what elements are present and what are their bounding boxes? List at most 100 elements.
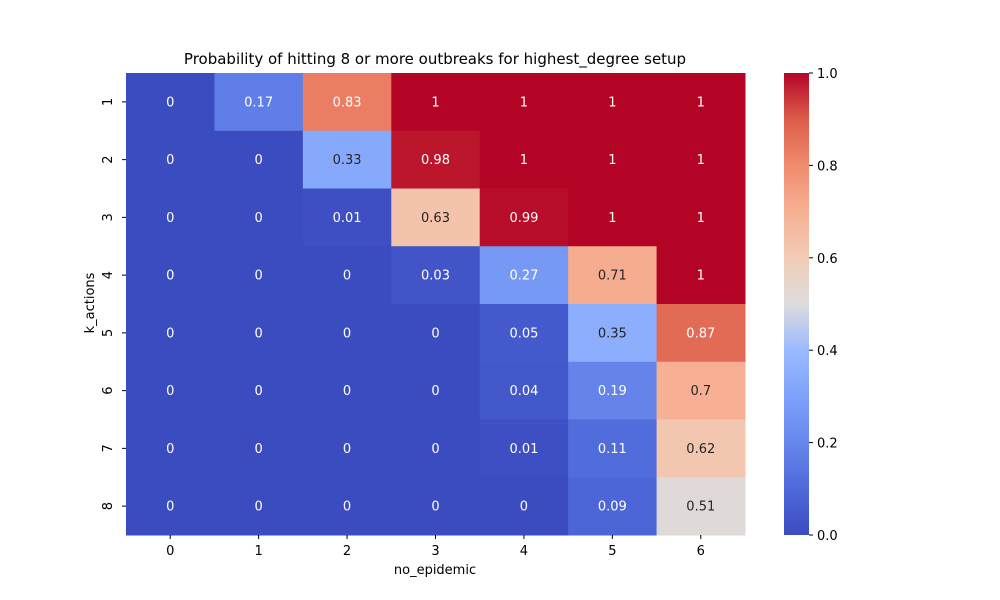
heatmap-cell-label: 1 [608, 153, 616, 168]
x-axis-ticks: 0 1 2 3 4 5 6 [166, 535, 705, 559]
heatmap-cell-label: 0 [255, 326, 263, 341]
heatmap-cell [126, 304, 215, 363]
heatmap-cell-labels: 0 0.17 0.83 1 1 1 1 0 0 0.33 0.98 1 1 1 0 0 0.01 0.63 0.99… [166, 95, 715, 514]
x-tick-label: 0 [166, 544, 174, 559]
x-tick-label: 4 [520, 544, 528, 559]
heatmap-cell [126, 130, 215, 189]
heatmap-cell-label: 0.83 [333, 95, 362, 110]
heatmap-cell-label: 0.19 [598, 384, 627, 399]
heatmap-cell [479, 73, 569, 132]
colorbar-tick-label: 0.4 [817, 344, 838, 359]
heatmap-cell [656, 477, 746, 536]
heatmap-cell [391, 246, 481, 305]
heatmap-cell-label: 0 [431, 442, 439, 457]
heatmap-cell-label: 1 [520, 95, 528, 110]
heatmap-cell-label: 0 [166, 500, 174, 515]
heatmap-cell-label: 0 [166, 153, 174, 168]
heatmap-cell-label: 0 [431, 326, 439, 341]
heatmap-cell [391, 419, 481, 478]
heatmap-cell-label: 0 [343, 269, 351, 284]
heatmap-cell [391, 130, 481, 189]
heatmap-cell [302, 73, 392, 132]
colorbar-ticks: 0.0 0.2 0.4 0.6 0.8 1.0 [809, 67, 838, 544]
heatmap-cell [479, 477, 569, 536]
heatmap-cell-label: 0 [431, 500, 439, 515]
heatmap-cell-label: 0.98 [421, 153, 450, 168]
heatmap-cell [479, 188, 569, 247]
y-tick-label: 4 [101, 271, 116, 279]
heatmap-cell [656, 419, 746, 478]
heatmap-cell [214, 419, 304, 478]
heatmap-cell-label: 1 [608, 211, 616, 226]
heatmap-cell [302, 246, 392, 305]
heatmap-cell-label: 1 [697, 269, 705, 284]
heatmap-cell-label: 0 [166, 211, 174, 226]
heatmap-cell [126, 419, 215, 478]
heatmap-cell-label: 1 [697, 153, 705, 168]
heatmap-cell [568, 130, 658, 189]
heatmap-cell-label: 0 [166, 442, 174, 457]
heatmap-cell [656, 246, 746, 305]
x-tick-label: 6 [697, 544, 705, 559]
heatmap-cell-label: 0 [343, 384, 351, 399]
heatmap-cell-label: 0 [166, 269, 174, 284]
colorbar-tick-label: 0.6 [817, 252, 838, 267]
x-tick-label: 5 [608, 544, 616, 559]
heatmap-cell [214, 130, 304, 189]
y-tick-label: 7 [101, 444, 116, 452]
heatmap-cell [391, 477, 481, 536]
heatmap-cell [656, 361, 746, 420]
heatmap-cell-label: 1 [431, 95, 439, 110]
x-tick-label: 2 [343, 544, 351, 559]
heatmap-cell-label: 0.33 [333, 153, 362, 168]
y-tick-label: 6 [101, 386, 116, 394]
heatmap-cell [568, 246, 658, 305]
y-tick-label: 1 [101, 98, 116, 106]
heatmap-cell-label: 0.63 [421, 211, 450, 226]
heatmap-cell [302, 188, 392, 247]
heatmap-cell [656, 188, 746, 247]
heatmap-cell-label: 0.01 [333, 211, 362, 226]
heatmap-cell-label: 0 [166, 95, 174, 110]
heatmap-cell-label: 0 [255, 269, 263, 284]
heatmap-cell-label: 0.51 [686, 500, 715, 515]
x-axis-label: no_epidemic [394, 563, 476, 578]
heatmap-cell [656, 130, 746, 189]
heatmap-cell-label: 0 [166, 384, 174, 399]
colorbar-tick-label: 0.0 [817, 529, 838, 544]
heatmap-cell-label: 1 [697, 211, 705, 226]
heatmap-cell-label: 1 [697, 95, 705, 110]
x-tick-label: 3 [431, 544, 439, 559]
heatmap-cell-label: 0.11 [598, 442, 627, 457]
heatmap-cell-label: 1 [608, 95, 616, 110]
heatmap-cell [568, 304, 658, 363]
heatmap-cell [214, 73, 304, 132]
heatmap-cell [126, 73, 215, 132]
heatmap-cell [479, 304, 569, 363]
heatmap-cell-label: 0 [431, 384, 439, 399]
heatmap-cell [391, 73, 481, 132]
colorbar [784, 73, 809, 535]
heatmap-cell [302, 130, 392, 189]
heatmap-cell-label: 0.35 [598, 326, 627, 341]
heatmap-cell-label: 0.04 [509, 384, 538, 399]
colorbar-tick-label: 0.2 [817, 437, 838, 452]
heatmap-cell [126, 188, 215, 247]
chart-title: Probability of hitting 8 or more outbrea… [184, 50, 686, 69]
heatmap-cell [568, 361, 658, 420]
heatmap-cell-label: 0 [255, 211, 263, 226]
heatmap-cells [126, 73, 746, 536]
heatmap-cell [302, 419, 392, 478]
heatmap-cell-label: 0 [520, 500, 528, 515]
colorbar-tick-label: 0.8 [817, 159, 838, 174]
y-tick-label: 8 [101, 502, 116, 510]
heatmap-cell-label: 0 [343, 326, 351, 341]
heatmap-cell [568, 73, 658, 132]
heatmap-cell [214, 361, 304, 420]
y-tick-label: 5 [101, 329, 116, 337]
heatmap-cell [568, 477, 658, 536]
heatmap-cell-label: 0.01 [509, 442, 538, 457]
heatmap-cell [126, 246, 215, 305]
heatmap-cell [214, 477, 304, 536]
